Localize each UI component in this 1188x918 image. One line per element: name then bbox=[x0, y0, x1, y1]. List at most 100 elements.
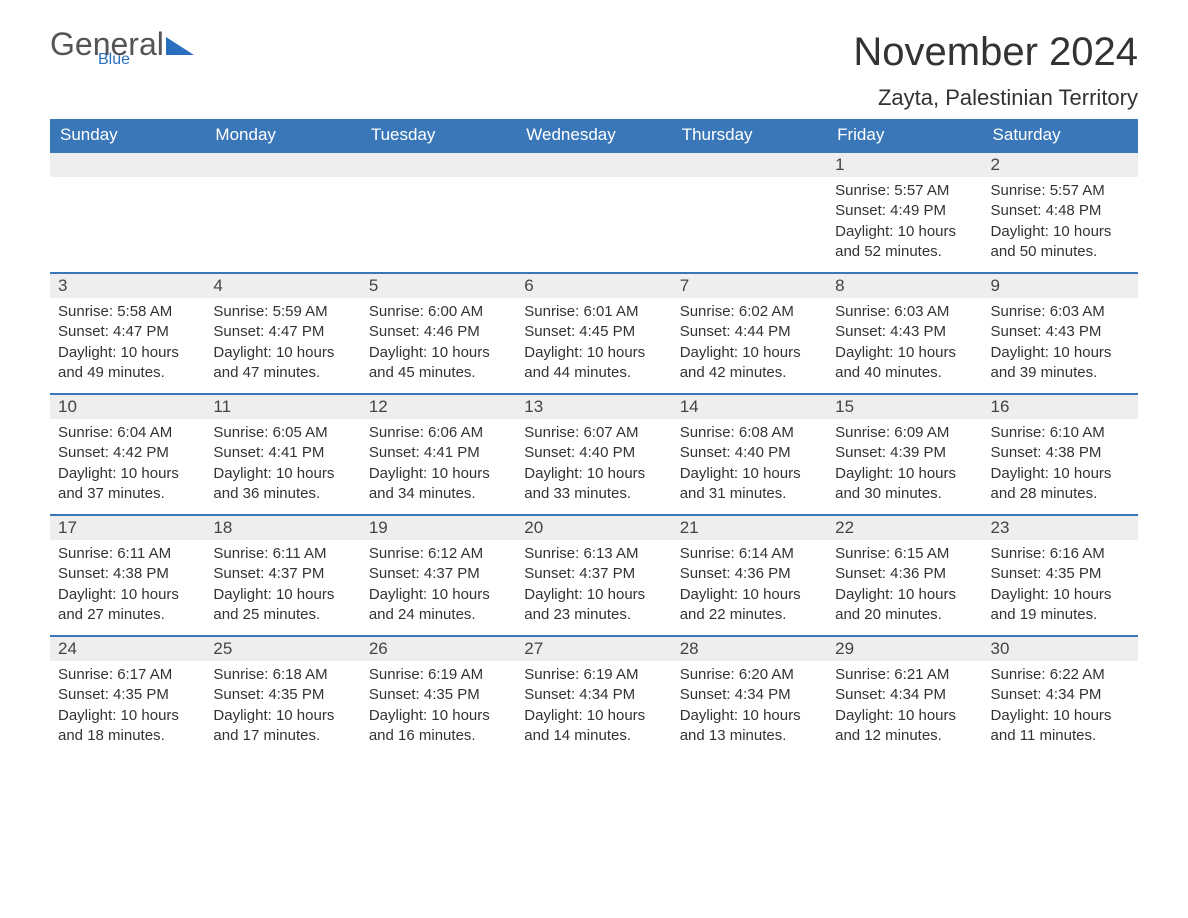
day-number: 21 bbox=[672, 514, 827, 540]
daylight-line: Daylight: 10 hours and 16 minutes. bbox=[369, 706, 508, 747]
day-number bbox=[672, 151, 827, 177]
sunset-line: Sunset: 4:46 PM bbox=[369, 322, 508, 342]
calendar-cell: 17Sunrise: 6:11 AMSunset: 4:38 PMDayligh… bbox=[50, 514, 205, 635]
day-number: 16 bbox=[983, 393, 1138, 419]
day-details: Sunrise: 6:07 AMSunset: 4:40 PMDaylight:… bbox=[516, 419, 671, 514]
sunrise-line: Sunrise: 5:59 AM bbox=[213, 302, 352, 322]
day-number bbox=[50, 151, 205, 177]
day-number: 7 bbox=[672, 272, 827, 298]
calendar-cell bbox=[672, 151, 827, 272]
day-number: 14 bbox=[672, 393, 827, 419]
daylight-line: Daylight: 10 hours and 24 minutes. bbox=[369, 585, 508, 626]
sunrise-line: Sunrise: 5:57 AM bbox=[991, 181, 1130, 201]
day-details: Sunrise: 6:10 AMSunset: 4:38 PMDaylight:… bbox=[983, 419, 1138, 514]
day-details: Sunrise: 6:22 AMSunset: 4:34 PMDaylight:… bbox=[983, 661, 1138, 756]
day-details bbox=[516, 177, 671, 191]
day-details: Sunrise: 6:03 AMSunset: 4:43 PMDaylight:… bbox=[827, 298, 982, 393]
month-title: November 2024 bbox=[853, 30, 1138, 75]
day-number: 8 bbox=[827, 272, 982, 298]
day-number: 26 bbox=[361, 635, 516, 661]
day-details: Sunrise: 6:19 AMSunset: 4:35 PMDaylight:… bbox=[361, 661, 516, 756]
day-number: 15 bbox=[827, 393, 982, 419]
calendar-cell: 2Sunrise: 5:57 AMSunset: 4:48 PMDaylight… bbox=[983, 151, 1138, 272]
day-number bbox=[205, 151, 360, 177]
sunrise-line: Sunrise: 6:07 AM bbox=[524, 423, 663, 443]
day-number: 19 bbox=[361, 514, 516, 540]
day-details: Sunrise: 6:19 AMSunset: 4:34 PMDaylight:… bbox=[516, 661, 671, 756]
day-number bbox=[361, 151, 516, 177]
weekday-header: Friday bbox=[827, 119, 982, 151]
calendar-cell: 24Sunrise: 6:17 AMSunset: 4:35 PMDayligh… bbox=[50, 635, 205, 756]
sunset-line: Sunset: 4:41 PM bbox=[369, 443, 508, 463]
sunset-line: Sunset: 4:38 PM bbox=[991, 443, 1130, 463]
daylight-line: Daylight: 10 hours and 49 minutes. bbox=[58, 343, 197, 384]
day-number bbox=[516, 151, 671, 177]
sunrise-line: Sunrise: 6:21 AM bbox=[835, 665, 974, 685]
sunrise-line: Sunrise: 6:19 AM bbox=[369, 665, 508, 685]
calendar-week-row: 1Sunrise: 5:57 AMSunset: 4:49 PMDaylight… bbox=[50, 151, 1138, 272]
sunset-line: Sunset: 4:40 PM bbox=[524, 443, 663, 463]
weekday-header: Thursday bbox=[672, 119, 827, 151]
calendar-cell: 11Sunrise: 6:05 AMSunset: 4:41 PMDayligh… bbox=[205, 393, 360, 514]
weekday-header: Monday bbox=[205, 119, 360, 151]
sunset-line: Sunset: 4:34 PM bbox=[680, 685, 819, 705]
day-details: Sunrise: 6:15 AMSunset: 4:36 PMDaylight:… bbox=[827, 540, 982, 635]
sunset-line: Sunset: 4:35 PM bbox=[213, 685, 352, 705]
sunset-line: Sunset: 4:37 PM bbox=[524, 564, 663, 584]
day-number: 11 bbox=[205, 393, 360, 419]
sunset-line: Sunset: 4:36 PM bbox=[835, 564, 974, 584]
daylight-line: Daylight: 10 hours and 23 minutes. bbox=[524, 585, 663, 626]
day-details: Sunrise: 5:57 AMSunset: 4:48 PMDaylight:… bbox=[983, 177, 1138, 272]
day-number: 27 bbox=[516, 635, 671, 661]
day-number: 6 bbox=[516, 272, 671, 298]
sunrise-line: Sunrise: 6:13 AM bbox=[524, 544, 663, 564]
weekday-header: Saturday bbox=[983, 119, 1138, 151]
day-details: Sunrise: 6:03 AMSunset: 4:43 PMDaylight:… bbox=[983, 298, 1138, 393]
day-details: Sunrise: 6:21 AMSunset: 4:34 PMDaylight:… bbox=[827, 661, 982, 756]
day-details: Sunrise: 6:00 AMSunset: 4:46 PMDaylight:… bbox=[361, 298, 516, 393]
weekday-header: Sunday bbox=[50, 119, 205, 151]
sunset-line: Sunset: 4:34 PM bbox=[991, 685, 1130, 705]
sunset-line: Sunset: 4:35 PM bbox=[991, 564, 1130, 584]
sunrise-line: Sunrise: 6:16 AM bbox=[991, 544, 1130, 564]
day-details: Sunrise: 5:59 AMSunset: 4:47 PMDaylight:… bbox=[205, 298, 360, 393]
calendar-cell bbox=[205, 151, 360, 272]
daylight-line: Daylight: 10 hours and 33 minutes. bbox=[524, 464, 663, 505]
calendar-cell bbox=[50, 151, 205, 272]
daylight-line: Daylight: 10 hours and 39 minutes. bbox=[991, 343, 1130, 384]
calendar-cell: 1Sunrise: 5:57 AMSunset: 4:49 PMDaylight… bbox=[827, 151, 982, 272]
calendar-cell: 29Sunrise: 6:21 AMSunset: 4:34 PMDayligh… bbox=[827, 635, 982, 756]
brand-logo: General Blue bbox=[50, 30, 194, 67]
sunset-line: Sunset: 4:37 PM bbox=[369, 564, 508, 584]
sunrise-line: Sunrise: 6:03 AM bbox=[991, 302, 1130, 322]
daylight-line: Daylight: 10 hours and 18 minutes. bbox=[58, 706, 197, 747]
day-details: Sunrise: 6:04 AMSunset: 4:42 PMDaylight:… bbox=[50, 419, 205, 514]
day-number: 28 bbox=[672, 635, 827, 661]
daylight-line: Daylight: 10 hours and 11 minutes. bbox=[991, 706, 1130, 747]
sunrise-line: Sunrise: 6:17 AM bbox=[58, 665, 197, 685]
daylight-line: Daylight: 10 hours and 27 minutes. bbox=[58, 585, 197, 626]
daylight-line: Daylight: 10 hours and 13 minutes. bbox=[680, 706, 819, 747]
sunset-line: Sunset: 4:47 PM bbox=[58, 322, 197, 342]
day-details: Sunrise: 6:18 AMSunset: 4:35 PMDaylight:… bbox=[205, 661, 360, 756]
day-details: Sunrise: 5:58 AMSunset: 4:47 PMDaylight:… bbox=[50, 298, 205, 393]
daylight-line: Daylight: 10 hours and 31 minutes. bbox=[680, 464, 819, 505]
sunrise-line: Sunrise: 6:12 AM bbox=[369, 544, 508, 564]
day-details: Sunrise: 6:09 AMSunset: 4:39 PMDaylight:… bbox=[827, 419, 982, 514]
daylight-line: Daylight: 10 hours and 52 minutes. bbox=[835, 222, 974, 263]
calendar-cell: 3Sunrise: 5:58 AMSunset: 4:47 PMDaylight… bbox=[50, 272, 205, 393]
day-number: 29 bbox=[827, 635, 982, 661]
calendar-cell: 9Sunrise: 6:03 AMSunset: 4:43 PMDaylight… bbox=[983, 272, 1138, 393]
sunset-line: Sunset: 4:41 PM bbox=[213, 443, 352, 463]
calendar-week-row: 3Sunrise: 5:58 AMSunset: 4:47 PMDaylight… bbox=[50, 272, 1138, 393]
sunset-line: Sunset: 4:35 PM bbox=[369, 685, 508, 705]
sunrise-line: Sunrise: 6:14 AM bbox=[680, 544, 819, 564]
day-number: 10 bbox=[50, 393, 205, 419]
location-subtitle: Zayta, Palestinian Territory bbox=[853, 85, 1138, 111]
day-number: 20 bbox=[516, 514, 671, 540]
daylight-line: Daylight: 10 hours and 44 minutes. bbox=[524, 343, 663, 384]
sunrise-line: Sunrise: 6:05 AM bbox=[213, 423, 352, 443]
daylight-line: Daylight: 10 hours and 25 minutes. bbox=[213, 585, 352, 626]
daylight-line: Daylight: 10 hours and 30 minutes. bbox=[835, 464, 974, 505]
day-details: Sunrise: 6:11 AMSunset: 4:38 PMDaylight:… bbox=[50, 540, 205, 635]
